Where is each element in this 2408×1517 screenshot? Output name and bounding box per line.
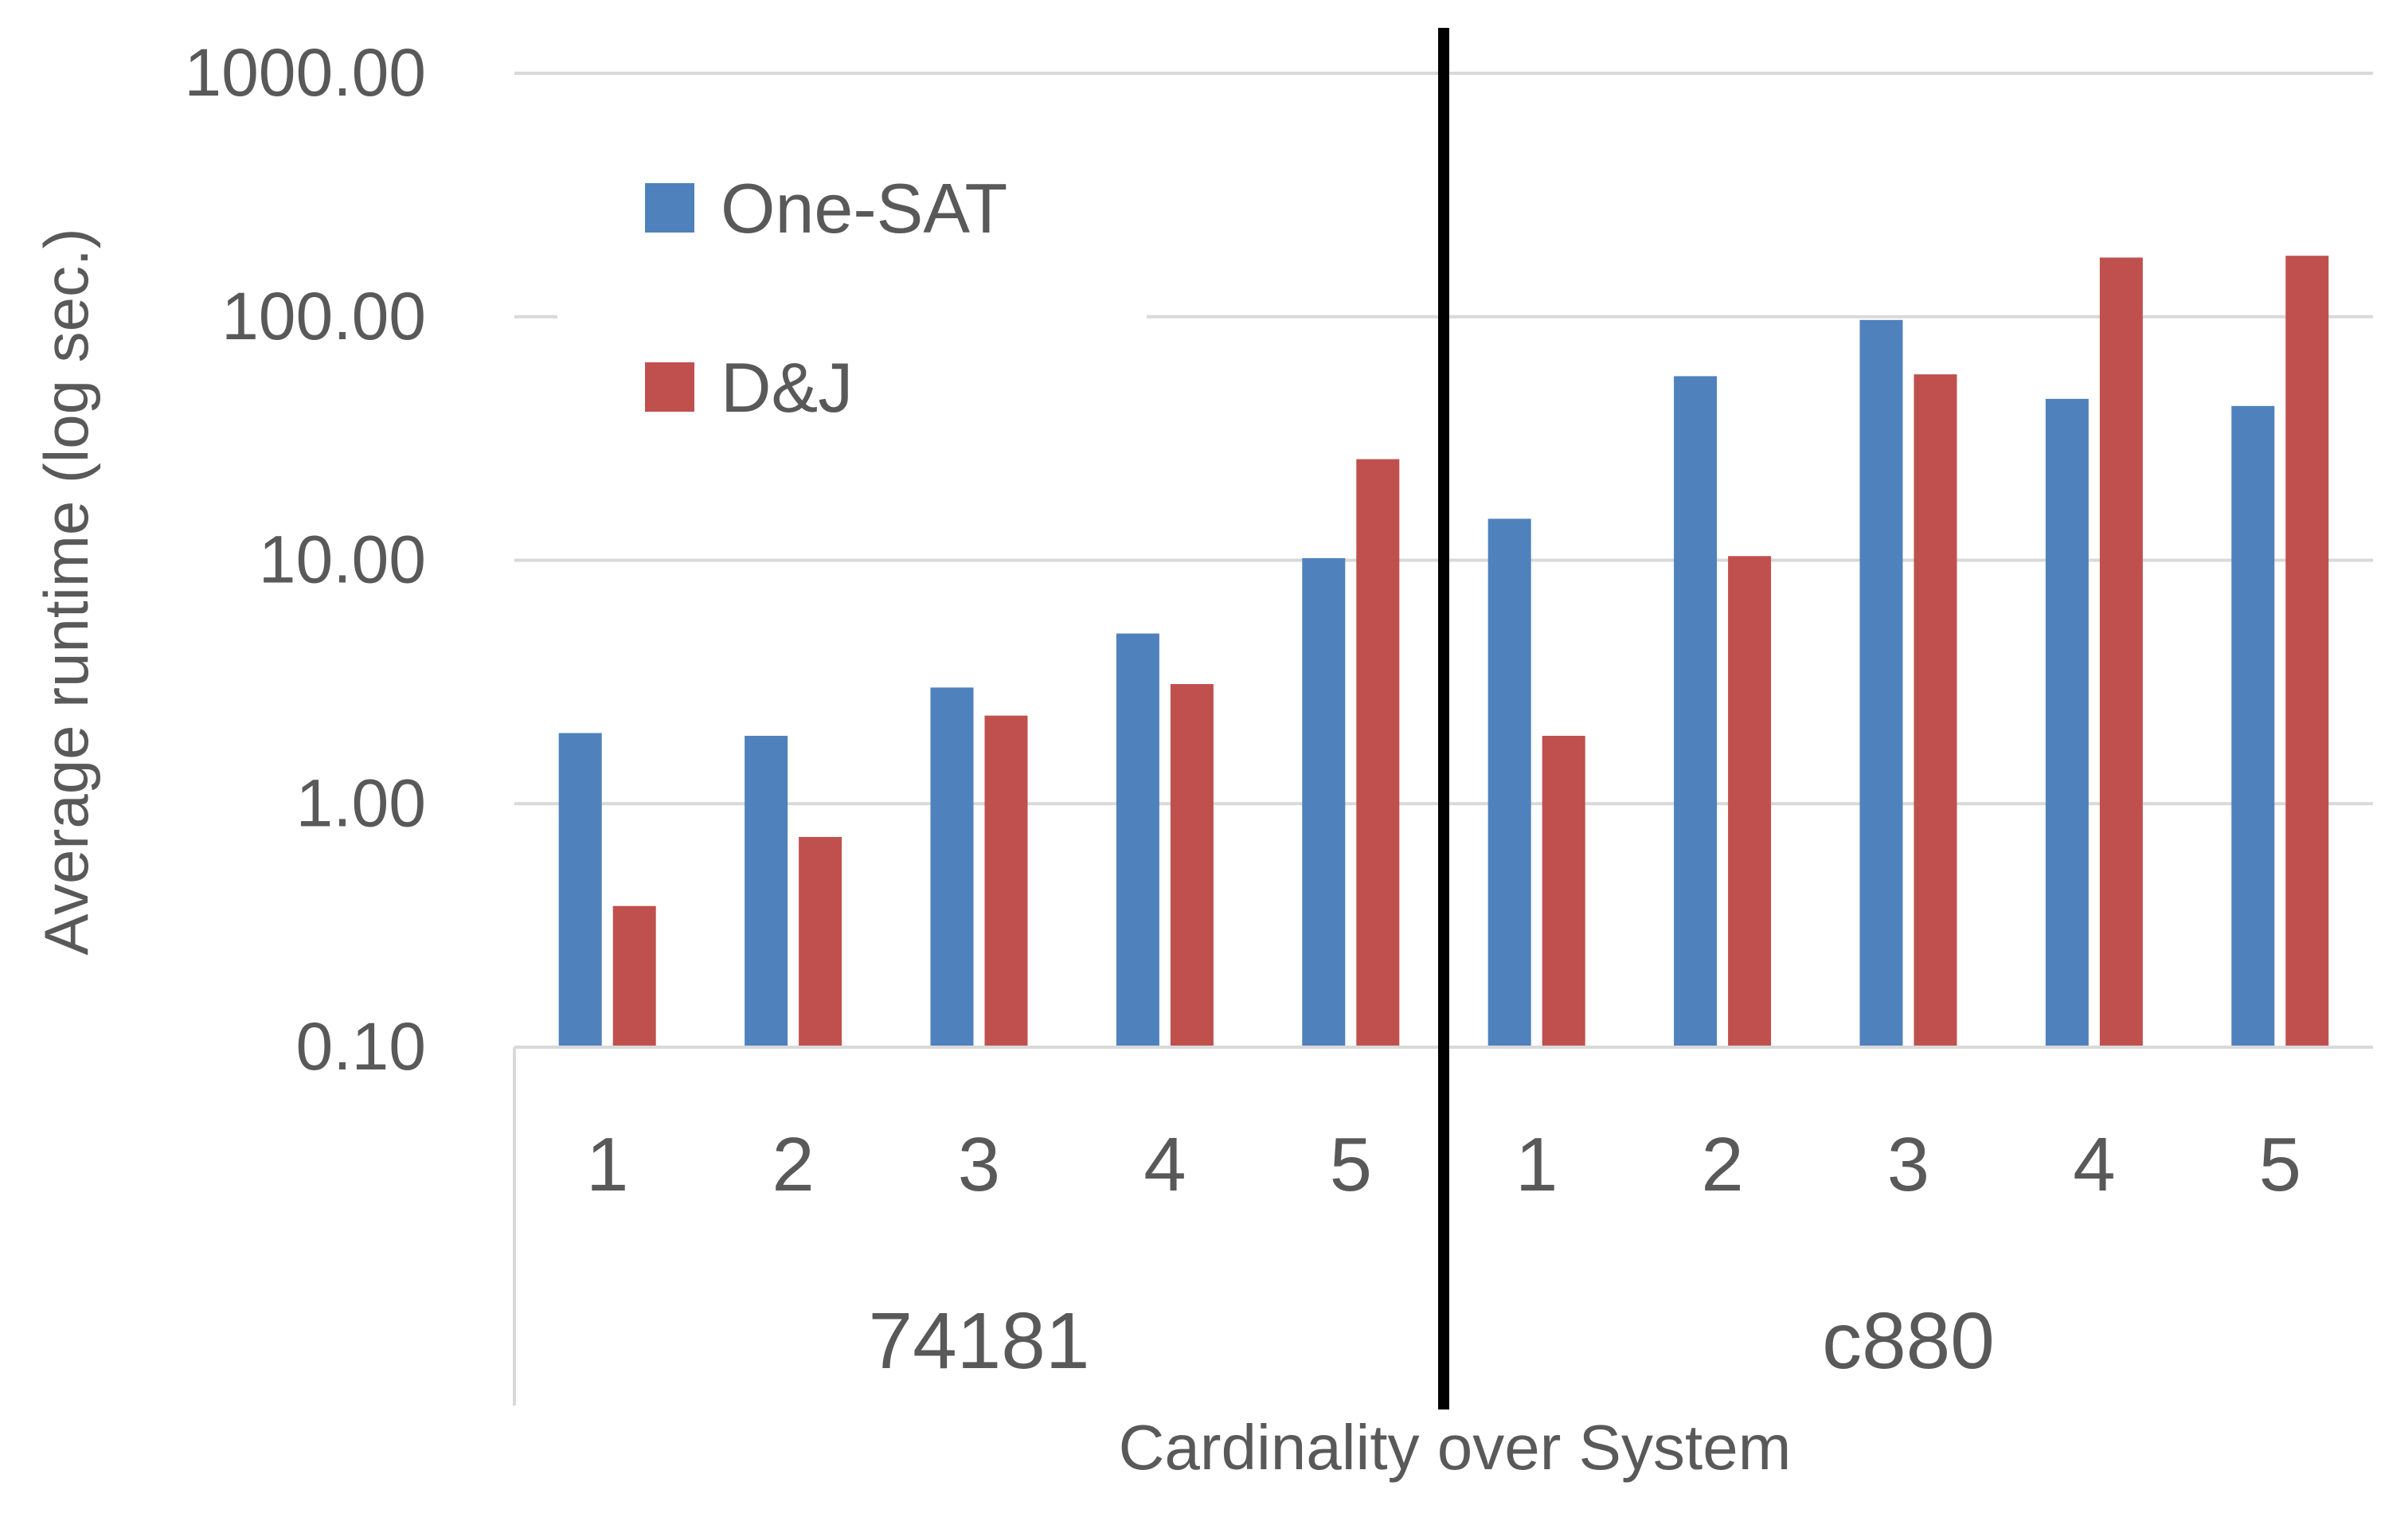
- y-tick-label: 10.00: [259, 522, 426, 597]
- category-tick-label: 1: [586, 1122, 628, 1207]
- axes: [513, 28, 2373, 1409]
- category-tick-label: 3: [958, 1122, 1000, 1207]
- bar-one-sat: [1116, 633, 1159, 1047]
- bar-one-sat: [1487, 518, 1531, 1047]
- category-tick-label: 5: [2259, 1122, 2301, 1207]
- bar-one-sat: [2045, 398, 2089, 1047]
- x-axis-label: Cardinality over System: [1119, 1412, 1792, 1483]
- bar-d-j: [2285, 256, 2329, 1047]
- y-axis-label: Average runtime (log sec.): [31, 228, 101, 955]
- bar-d-j: [1542, 736, 1585, 1047]
- bar-d-j: [799, 837, 842, 1047]
- bars: [558, 256, 2329, 1048]
- legend-label-one-sat: One-SAT: [721, 169, 1007, 248]
- category-tick-label: 1: [1515, 1122, 1558, 1207]
- category-labels: 1 2 3 4 5 74181 1 2 3 4 5 c880: [586, 1122, 2301, 1386]
- bar-one-sat: [745, 736, 788, 1047]
- bar-one-sat: [1674, 376, 1718, 1048]
- bar-d-j: [2099, 257, 2143, 1047]
- bar-d-j: [612, 905, 656, 1047]
- bar-d-j: [1170, 684, 1214, 1047]
- y-tick-label: 1000.00: [184, 35, 426, 110]
- y-tick-label: 0.10: [296, 1009, 427, 1084]
- bar-one-sat: [558, 733, 602, 1047]
- bar-one-sat: [930, 687, 974, 1047]
- y-tick-labels: 0.10 1.00 10.00 100.00 1000.00: [184, 35, 426, 1084]
- legend-swatch-one-sat: [645, 183, 694, 233]
- bar-one-sat: [2231, 405, 2275, 1047]
- bar-one-sat: [1302, 557, 1346, 1047]
- category-tick-label: 2: [772, 1122, 814, 1207]
- y-tick-label: 1.00: [296, 765, 427, 840]
- legend-swatch-d-j: [645, 362, 694, 412]
- category-tick-label: 5: [1330, 1122, 1372, 1207]
- legend: One-SAT D&J: [557, 143, 1147, 438]
- category-tick-label: 4: [2073, 1122, 2115, 1207]
- group-label: 74181: [868, 1296, 1089, 1386]
- legend-label-d-j: D&J: [721, 348, 853, 427]
- bar-d-j: [984, 715, 1028, 1047]
- bar-d-j: [1356, 459, 1400, 1047]
- y-tick-label: 100.00: [221, 279, 426, 354]
- category-tick-label: 2: [1701, 1122, 1743, 1207]
- group-label: c880: [1822, 1296, 1995, 1386]
- category-tick-label: 3: [1887, 1122, 1929, 1207]
- bar-d-j: [1914, 374, 1957, 1047]
- category-tick-label: 4: [1143, 1122, 1186, 1207]
- bar-d-j: [1728, 556, 1772, 1047]
- bar-one-sat: [1859, 319, 1903, 1047]
